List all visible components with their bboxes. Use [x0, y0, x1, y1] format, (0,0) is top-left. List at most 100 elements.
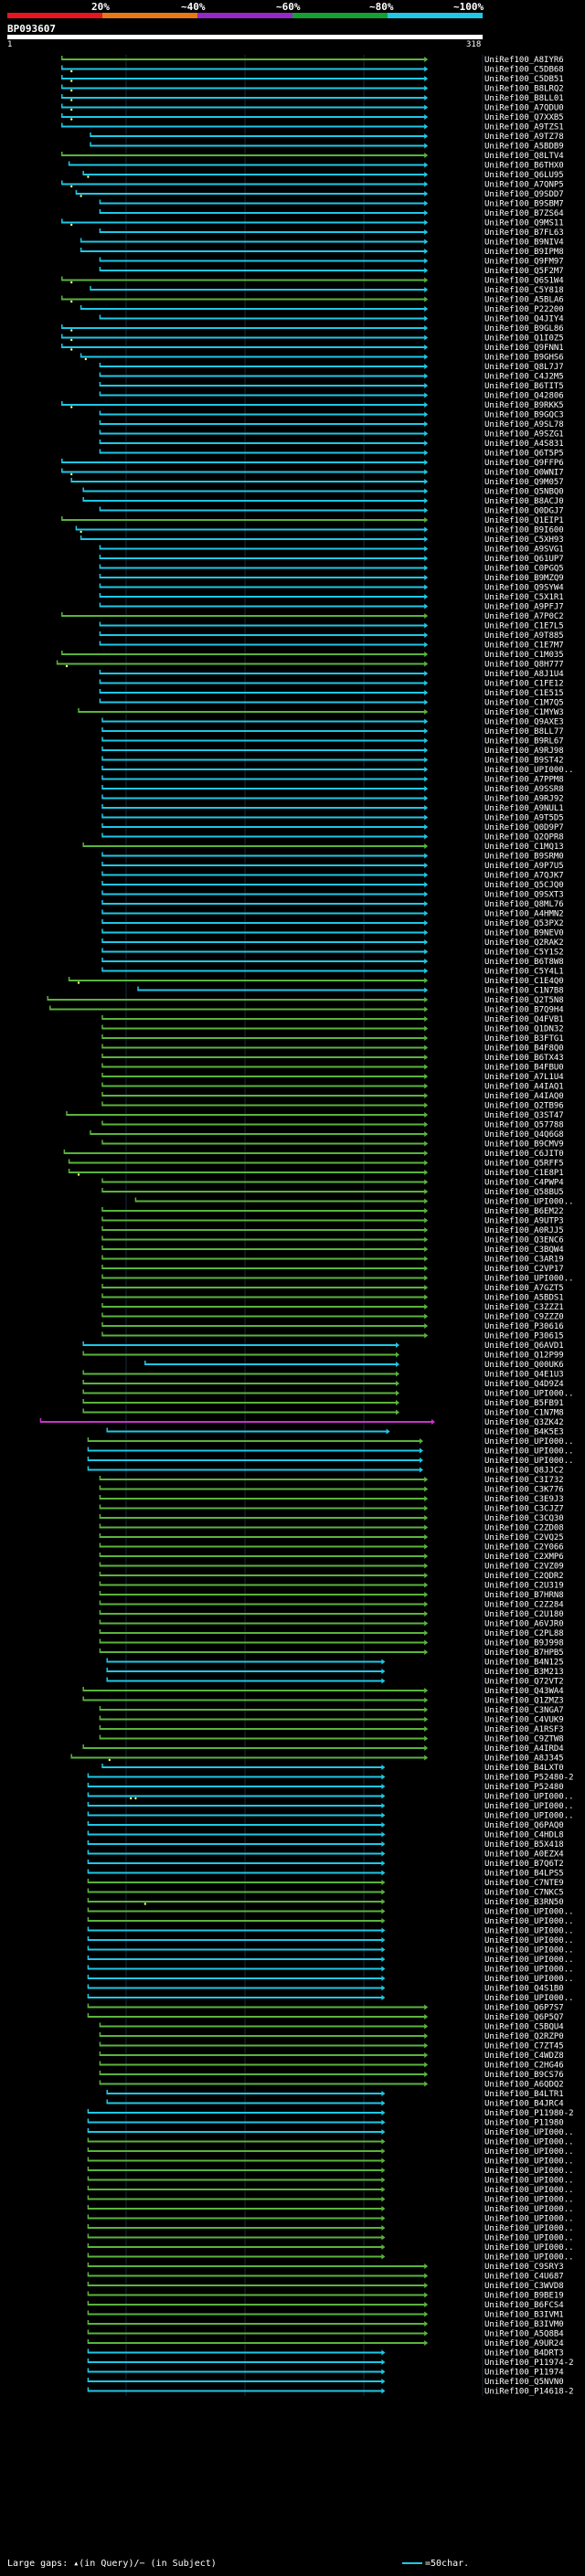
- hit-label[interactable]: UniRef100_P11974: [484, 2369, 564, 2378]
- hit-row[interactable]: UniRef100_C5Y1S2: [101, 948, 564, 958]
- hit-label[interactable]: UniRef100_Q1DN32: [484, 1025, 564, 1034]
- hit-label[interactable]: UniRef100_Q5NVN0: [484, 2378, 564, 2387]
- hit-row[interactable]: UniRef100_C3AR19: [101, 1255, 564, 1265]
- hit-label[interactable]: UniRef100_Q0D9P7: [484, 823, 564, 832]
- hit-label[interactable]: UniRef100_Q5NBQ0: [484, 488, 564, 497]
- hit-label[interactable]: UniRef100_A7P0C2: [484, 612, 564, 621]
- hit-label[interactable]: UniRef100_B4JRC4: [484, 2100, 564, 2109]
- hit-row[interactable]: UniRef100_C2VP17: [101, 1265, 564, 1274]
- hit-label[interactable]: UniRef100_C5DB68: [484, 66, 564, 75]
- hit-row[interactable]: UniRef100_B6TIT5: [99, 382, 564, 391]
- hit-label[interactable]: UniRef100_B3IVM0: [484, 2320, 564, 2329]
- hit-row[interactable]: UniRef100_C4VUK9: [99, 1715, 564, 1725]
- hit-label[interactable]: UniRef100_B9SRM0: [484, 853, 564, 862]
- hit-label[interactable]: UniRef100_Q4D9Z4: [484, 1380, 564, 1389]
- hit-label[interactable]: UniRef100_C2Z284: [484, 1601, 564, 1610]
- hit-row[interactable]: UniRef100_Q3ZK42: [39, 1418, 564, 1427]
- hit-label[interactable]: UniRef100_UPI000..: [484, 1917, 574, 1926]
- hit-row[interactable]: UniRef100_B4LXT0: [101, 1764, 564, 1773]
- hit-row[interactable]: UniRef100_A6QDQ2: [99, 2080, 564, 2090]
- hit-row[interactable]: UniRef100_B7HPB5: [99, 1648, 564, 1658]
- hit-row[interactable]: UniRef100_Q6P5Q7: [87, 2013, 564, 2022]
- hit-label[interactable]: UniRef100_UPI000..: [484, 1802, 574, 1811]
- hit-row[interactable]: UniRef100_A5Q8B4: [87, 2329, 564, 2339]
- hit-label[interactable]: UniRef100_UPI000..: [484, 1975, 574, 1984]
- hit-row[interactable]: UniRef100_P30616: [101, 1322, 564, 1331]
- hit-label[interactable]: UniRef100_C7ZT45: [484, 2042, 564, 2051]
- hit-label[interactable]: UniRef100_A4IAQ0: [484, 1092, 564, 1101]
- hit-row[interactable]: UniRef100_B9ST42: [101, 756, 564, 766]
- hit-row[interactable]: UniRef100_C2VZ09: [99, 1562, 564, 1572]
- hit-label[interactable]: UniRef100_Q1I0Z5: [484, 334, 564, 344]
- hit-label[interactable]: UniRef100_Q6PAQ0: [484, 1821, 564, 1830]
- hit-row[interactable]: UniRef100_UPI000..: [87, 1936, 574, 1945]
- hit-label[interactable]: UniRef100_A1RSF3: [484, 1725, 564, 1734]
- hit-label[interactable]: UniRef100_Q4JIY4: [484, 315, 564, 324]
- hit-row[interactable]: UniRef100_C4HDL8: [87, 1830, 564, 1840]
- hit-row[interactable]: UniRef100_B6THX0: [68, 161, 564, 171]
- hit-row[interactable]: UniRef100_Q1EIP1: [61, 516, 564, 525]
- hit-row[interactable]: UniRef100_B9GQC3: [99, 410, 564, 420]
- hit-row[interactable]: UniRef100_B3IVM0: [87, 2320, 564, 2329]
- hit-row[interactable]: UniRef100_Q5NBQ0: [82, 487, 564, 497]
- hit-label[interactable]: UniRef100_UPI000..: [484, 2243, 574, 2253]
- hit-row[interactable]: UniRef100_C2U180: [99, 1610, 564, 1619]
- hit-row[interactable]: UniRef100_A9UTP3: [101, 1216, 564, 1226]
- hit-label[interactable]: UniRef100_A5BLA6: [484, 296, 564, 305]
- hit-label[interactable]: UniRef100_A9SZG1: [484, 430, 564, 440]
- hit-row[interactable]: UniRef100_B4F8Q0: [101, 1044, 564, 1054]
- hit-label[interactable]: UniRef100_Q1EIP1: [484, 516, 564, 525]
- hit-row[interactable]: UniRef100_Q4E1U3: [82, 1370, 564, 1380]
- hit-label[interactable]: UniRef100_Q5F2M7: [484, 267, 564, 276]
- hit-row[interactable]: UniRef100_C4U687: [87, 2272, 564, 2282]
- hit-row[interactable]: UniRef100_B4LTR1: [106, 2090, 564, 2099]
- hit-label[interactable]: UniRef100_C1E4Q0: [484, 977, 564, 986]
- hit-row[interactable]: UniRef100_C2HG46: [99, 2061, 564, 2071]
- hit-row[interactable]: UniRef100_B9GL86: [61, 324, 564, 334]
- hit-row[interactable]: UniRef100_P52480: [87, 1783, 564, 1792]
- hit-row[interactable]: UniRef100_Q42806: [99, 391, 564, 401]
- hit-row[interactable]: UniRef100_Q9FM97: [99, 257, 564, 267]
- hit-label[interactable]: UniRef100_C1M7Q5: [484, 699, 564, 708]
- hit-label[interactable]: UniRef100_Q9FM97: [484, 258, 564, 267]
- hit-row[interactable]: UniRef100_B9RL67: [101, 737, 564, 747]
- hit-label[interactable]: UniRef100_Q9MS11: [484, 219, 564, 228]
- hit-label[interactable]: UniRef100_A9UTP3: [484, 1217, 564, 1226]
- hit-label[interactable]: UniRef100_B9NEV0: [484, 929, 564, 938]
- hit-row[interactable]: UniRef100_Q6S1W4: [61, 276, 564, 286]
- hit-label[interactable]: UniRef100_B6THX0: [484, 162, 564, 171]
- hit-label[interactable]: UniRef100_C3WVD8: [484, 2282, 564, 2291]
- hit-label[interactable]: UniRef100_Q1ZMZ3: [484, 1697, 564, 1706]
- hit-row[interactable]: UniRef100_Q9SYW4: [99, 583, 564, 593]
- hit-label[interactable]: UniRef100_Q6AVD1: [484, 1341, 564, 1351]
- hit-label[interactable]: UniRef100_Q9SYW4: [484, 584, 564, 593]
- hit-row[interactable]: UniRef100_P52480-2: [87, 1773, 574, 1783]
- hit-row[interactable]: UniRef100_A6VJR0: [99, 1619, 564, 1629]
- hit-row[interactable]: UniRef100_Q1I0Z5: [61, 334, 564, 344]
- hit-row[interactable]: UniRef100_B8LRQ2: [61, 84, 564, 94]
- hit-label[interactable]: UniRef100_B9SBM7: [484, 200, 564, 209]
- hit-label[interactable]: UniRef100_C1M035: [484, 651, 564, 660]
- hit-row[interactable]: UniRef100_Q4Q6G8: [90, 1130, 564, 1140]
- hit-label[interactable]: UniRef100_C2QDR2: [484, 1572, 564, 1581]
- hit-row[interactable]: UniRef100_B6T8W8: [101, 958, 564, 967]
- hit-label[interactable]: UniRef100_Q6P5Q7: [484, 2013, 564, 2022]
- hit-row[interactable]: UniRef100_B9BE19: [87, 2291, 564, 2301]
- hit-label[interactable]: UniRef100_UPI000..: [484, 766, 574, 775]
- hit-label[interactable]: UniRef100_P52480-2: [484, 1774, 574, 1783]
- hit-row[interactable]: UniRef100_Q6P7S7: [87, 2003, 564, 2013]
- hit-label[interactable]: UniRef100_Q6T5P5: [484, 450, 564, 459]
- hit-row[interactable]: UniRef100_C7ZT45: [99, 2041, 564, 2051]
- hit-label[interactable]: UniRef100_B3RN50: [484, 1898, 564, 1907]
- hit-label[interactable]: UniRef100_Q43WA4: [484, 1687, 564, 1696]
- hit-label[interactable]: UniRef100_A9TZS1: [484, 123, 564, 133]
- hit-label[interactable]: UniRef100_Q00UK6: [484, 1361, 564, 1370]
- hit-row[interactable]: UniRef100_A5BLA6: [61, 295, 564, 305]
- hit-row[interactable]: UniRef100_UPI000..: [87, 2186, 574, 2195]
- hit-label[interactable]: UniRef100_Q2TB96: [484, 1102, 564, 1111]
- hit-row[interactable]: UniRef100_UPI000..: [87, 1994, 574, 2003]
- hit-row[interactable]: UniRef100_Q9FFP6: [61, 459, 564, 468]
- hit-row[interactable]: UniRef100_C9ZZZ0: [101, 1312, 564, 1322]
- hit-row[interactable]: UniRef100_Q4JIY4: [99, 314, 564, 324]
- hit-row[interactable]: UniRef100_Q7XXB5: [61, 113, 564, 122]
